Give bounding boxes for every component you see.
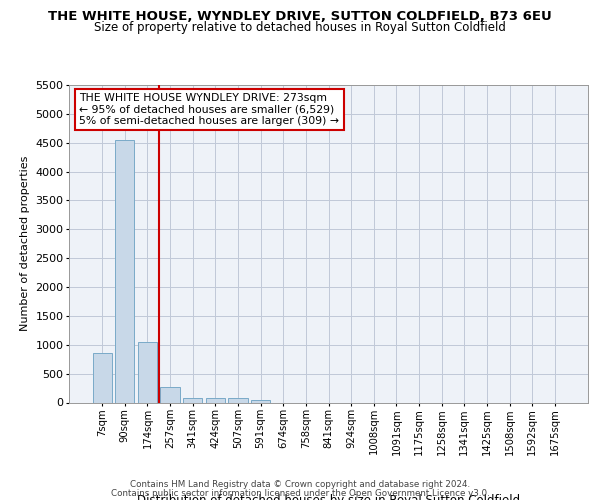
Text: Contains public sector information licensed under the Open Government Licence v3: Contains public sector information licen… xyxy=(110,489,490,498)
Text: THE WHITE HOUSE, WYNDLEY DRIVE, SUTTON COLDFIELD, B73 6EU: THE WHITE HOUSE, WYNDLEY DRIVE, SUTTON C… xyxy=(48,10,552,23)
Bar xyxy=(183,398,202,402)
Bar xyxy=(115,140,134,402)
Y-axis label: Number of detached properties: Number of detached properties xyxy=(20,156,30,332)
Bar xyxy=(138,342,157,402)
Bar xyxy=(206,398,225,402)
Text: Contains HM Land Registry data © Crown copyright and database right 2024.: Contains HM Land Registry data © Crown c… xyxy=(130,480,470,489)
Bar xyxy=(92,354,112,403)
Bar xyxy=(229,398,248,402)
Text: Size of property relative to detached houses in Royal Sutton Coldfield: Size of property relative to detached ho… xyxy=(94,21,506,34)
Bar xyxy=(251,400,270,402)
Bar xyxy=(160,387,180,402)
Text: THE WHITE HOUSE WYNDLEY DRIVE: 273sqm
← 95% of detached houses are smaller (6,52: THE WHITE HOUSE WYNDLEY DRIVE: 273sqm ← … xyxy=(79,93,340,126)
X-axis label: Distribution of detached houses by size in Royal Sutton Coldfield: Distribution of detached houses by size … xyxy=(137,494,520,500)
